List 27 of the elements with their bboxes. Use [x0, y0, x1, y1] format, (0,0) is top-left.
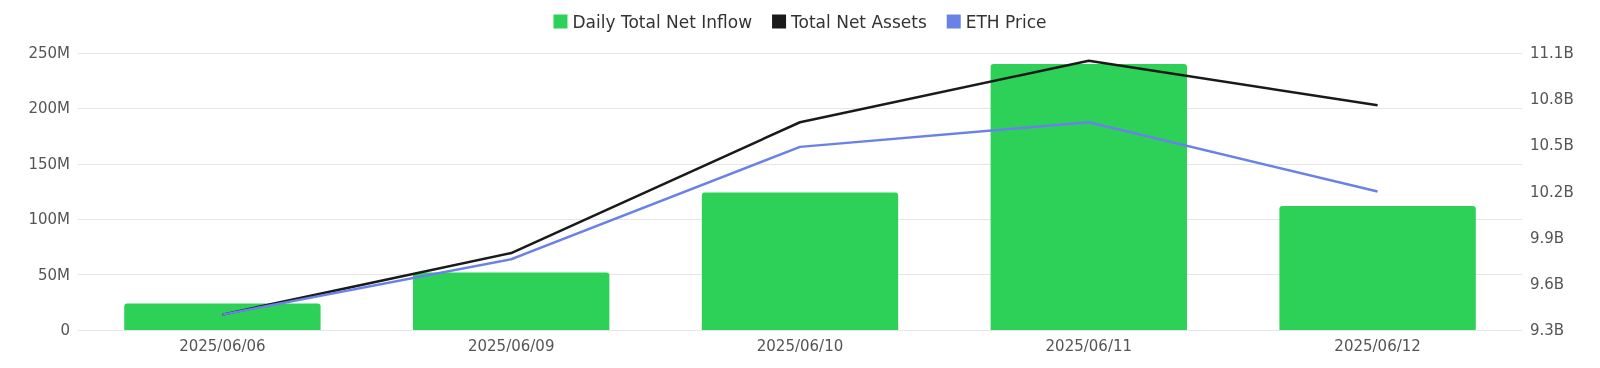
y2-tick-label: 10.5B — [1530, 136, 1574, 155]
legend-label: Daily Total Net Inflow — [572, 11, 753, 32]
legend-label: Total Net Assets — [790, 11, 927, 32]
x-tick-label: 2025/06/12 — [1334, 336, 1421, 355]
y-tick-label: 150M — [28, 154, 70, 173]
x-tick-label: 2025/06/11 — [1045, 336, 1133, 355]
line-series — [221, 121, 1379, 316]
bar — [1279, 205, 1476, 330]
bar — [413, 272, 610, 330]
y-tick-label: 200M — [28, 99, 70, 118]
y-tick-label: 0 — [60, 321, 70, 339]
legend-label: ETH Price — [965, 11, 1047, 32]
y2-tick-label: 11.1B — [1530, 44, 1574, 62]
x-tick-label: 2025/06/10 — [756, 336, 844, 355]
bar — [124, 303, 321, 330]
y-tick-label: 50M — [37, 265, 70, 284]
bar — [990, 64, 1187, 330]
y2-tick-label: 9.3B — [1530, 321, 1565, 339]
x-tick-label: 2025/06/09 — [467, 336, 555, 355]
y-tick-label: 250M — [28, 44, 70, 62]
y2-tick-label: 10.8B — [1530, 90, 1574, 109]
bar — [701, 192, 899, 330]
y-tick-label: 100M — [28, 210, 70, 229]
y2-tick-label: 9.6B — [1530, 274, 1565, 293]
x-tick-label: 2025/06/06 — [179, 336, 266, 355]
y2-tick-label: 10.2B — [1530, 182, 1574, 201]
y2-tick-label: 9.9B — [1530, 228, 1565, 247]
